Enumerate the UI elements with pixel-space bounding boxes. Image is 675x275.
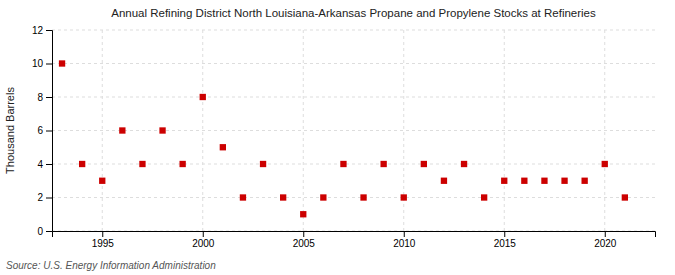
point xyxy=(280,194,286,200)
point xyxy=(521,178,527,184)
point xyxy=(581,178,587,184)
y-grid-line xyxy=(52,197,655,198)
y-tick-label: 12 xyxy=(32,25,44,36)
x-tick: 2010 xyxy=(393,231,416,249)
point xyxy=(79,161,85,167)
y-grid-line xyxy=(52,130,655,131)
y-tick-mark xyxy=(46,97,52,98)
y-grid-line xyxy=(52,97,655,98)
point xyxy=(441,178,447,184)
point xyxy=(401,194,407,200)
x-tick-label: 2000 xyxy=(192,238,215,249)
y-tick-mark xyxy=(46,164,52,165)
x-tick-mark xyxy=(504,231,505,237)
y-tick-label: 4 xyxy=(37,159,43,170)
points xyxy=(59,60,628,217)
title: Annual Refining District North Louisiana… xyxy=(111,7,596,19)
y-tick-label: 8 xyxy=(37,92,43,103)
point xyxy=(240,194,246,200)
x-tick-mark xyxy=(102,231,103,237)
point xyxy=(220,144,226,150)
x-grid-line xyxy=(303,30,304,231)
y-tick: 6 xyxy=(37,125,52,136)
point xyxy=(300,211,306,217)
x-tick-label: 2010 xyxy=(393,238,416,249)
x-grid-line xyxy=(604,30,605,231)
x-tick-mark xyxy=(605,231,606,237)
point xyxy=(421,161,427,167)
x-grid-line xyxy=(504,30,505,231)
y-tick-label: 6 xyxy=(37,125,43,136)
point xyxy=(602,161,608,167)
point xyxy=(59,60,65,66)
y-axis-title: Thousand Barrels xyxy=(4,87,16,174)
x-tick-mark xyxy=(203,231,204,237)
point xyxy=(260,161,266,167)
chart: 1995 2000 2005 2010 2015 2020 0 2 4 6 8 10 12 Annual … xyxy=(0,0,675,275)
y-axis-line xyxy=(46,31,53,232)
x-tick-label: 1995 xyxy=(92,238,115,249)
point xyxy=(360,194,366,200)
y-tick-label: 0 xyxy=(37,226,43,237)
x-tick: 1995 xyxy=(92,231,115,249)
annotation: Source: U.S. Energy Information Administ… xyxy=(6,260,216,271)
y-tick-mark xyxy=(46,30,52,31)
point xyxy=(139,161,145,167)
x-axis-line xyxy=(53,232,656,238)
y-tick: 4 xyxy=(37,159,52,170)
x-axis: 1995 2000 2005 2010 2015 2020 xyxy=(53,231,656,249)
x-tick: 2000 xyxy=(192,231,215,249)
x-tick: 2020 xyxy=(594,231,617,249)
point xyxy=(622,194,628,200)
x-tick-label: 2005 xyxy=(293,238,316,249)
point xyxy=(340,161,346,167)
y-tick: 10 xyxy=(32,58,52,69)
y-tick: 12 xyxy=(32,25,52,36)
x-tick-label: 2020 xyxy=(594,238,617,249)
point xyxy=(561,178,567,184)
point xyxy=(200,94,206,100)
point xyxy=(461,161,467,167)
y-grid-line xyxy=(52,30,655,31)
point xyxy=(179,161,185,167)
y-grid-line xyxy=(52,63,655,64)
y-tick: 8 xyxy=(37,92,52,103)
x-grid-line xyxy=(403,30,404,231)
y-tick-label: 2 xyxy=(37,192,43,203)
grid xyxy=(52,30,655,231)
x-tick: 2015 xyxy=(494,231,517,249)
x-tick-label: 2015 xyxy=(494,238,517,249)
x-tick-mark xyxy=(303,231,304,237)
x-tick: 2005 xyxy=(293,231,316,249)
y-tick-mark xyxy=(46,131,52,132)
point xyxy=(119,127,125,133)
point xyxy=(541,178,547,184)
y-tick: 0 xyxy=(37,226,52,237)
point xyxy=(501,178,507,184)
point xyxy=(99,178,105,184)
y-axis: 0 2 4 6 8 10 12 xyxy=(32,25,53,237)
x-grid-line xyxy=(202,30,203,231)
y-tick: 2 xyxy=(37,192,52,203)
point xyxy=(380,161,386,167)
x-tick-mark xyxy=(404,231,405,237)
y-tick-mark xyxy=(46,231,52,232)
y-tick-label: 10 xyxy=(32,58,44,69)
point xyxy=(481,194,487,200)
x-grid-line xyxy=(102,30,103,231)
y-tick-mark xyxy=(46,198,52,199)
point xyxy=(320,194,326,200)
y-tick-mark xyxy=(46,64,52,65)
point xyxy=(159,127,165,133)
